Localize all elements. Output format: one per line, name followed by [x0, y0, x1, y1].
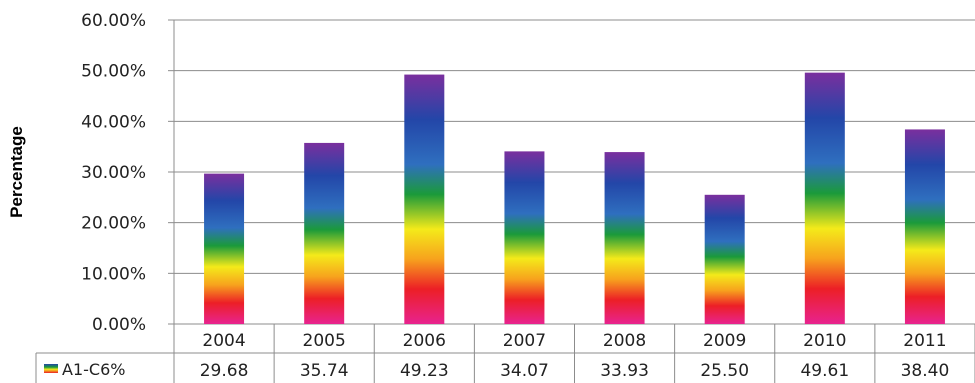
- bar-2006: [404, 74, 445, 325]
- x-tick-label: 2011: [903, 331, 946, 351]
- data-label: 49.23: [400, 361, 449, 381]
- x-tick-label: 2010: [803, 331, 846, 351]
- bar-2010: [804, 72, 845, 324]
- bar-2007: [504, 151, 545, 324]
- data-label: 33.93: [600, 361, 649, 381]
- data-label: 34.07: [500, 361, 549, 381]
- data-label: 35.74: [300, 361, 349, 381]
- y-tick-label: 0.00%: [92, 315, 146, 335]
- x-tick-label: 2008: [603, 331, 646, 351]
- data-label: 29.68: [200, 361, 249, 381]
- bar-2011: [904, 129, 945, 324]
- y-tick-label: 40.00%: [81, 112, 146, 132]
- x-tick-label: 2006: [403, 331, 446, 351]
- y-tick-label: 10.00%: [81, 264, 146, 284]
- bar-2009: [704, 194, 745, 324]
- y-tick-label: 20.00%: [81, 214, 146, 234]
- x-tick-label: 2004: [202, 331, 245, 351]
- legend-swatch: [44, 364, 58, 373]
- y-tick-label: 60.00%: [81, 11, 146, 31]
- bar-2008: [604, 152, 645, 324]
- data-label: 49.61: [800, 361, 849, 381]
- y-axis-title: Percentage: [7, 126, 26, 218]
- data-table: 2004 29.68 2005 35.74 2006 49.23 2007 34.07 2008…: [35, 324, 975, 383]
- legend-series-label: A1-C6%: [62, 360, 125, 379]
- y-tick-label: 50.00%: [81, 62, 146, 82]
- gridlines: [168, 19, 975, 325]
- x-tick-label: 2007: [503, 331, 546, 351]
- x-tick-label: 2005: [303, 331, 346, 351]
- bar-2005: [304, 142, 345, 324]
- y-tick-labels: 0.00% 10.00% 20.00% 30.00% 40.00% 50.00% 60.00…: [81, 11, 146, 335]
- data-label: 25.50: [700, 361, 749, 381]
- x-tick-label: 2009: [703, 331, 746, 351]
- bars: [204, 72, 945, 325]
- y-tick-label: 30.00%: [81, 163, 146, 183]
- data-label: 38.40: [901, 361, 950, 381]
- bar-2004: [204, 173, 245, 324]
